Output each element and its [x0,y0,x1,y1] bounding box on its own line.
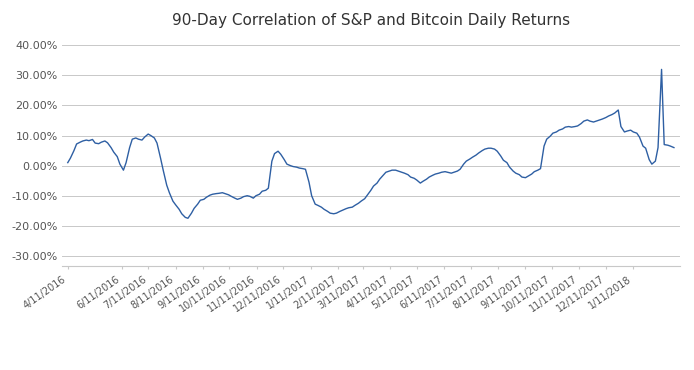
Title: 90-Day Correlation of S&P and Bitcoin Daily Returns: 90-Day Correlation of S&P and Bitcoin Da… [172,13,570,28]
